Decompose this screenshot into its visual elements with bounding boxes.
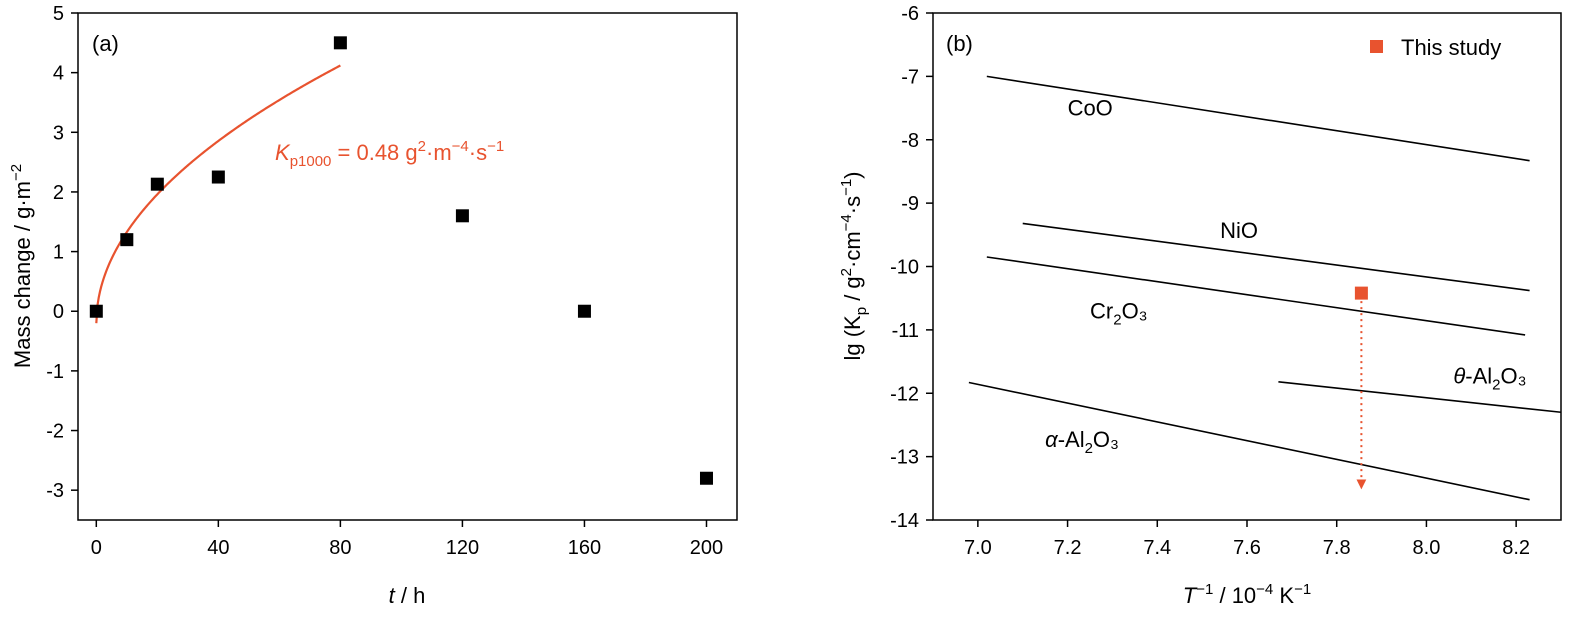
chart-b-grid-ticks: 7.0 7.2 7.4 7.6 7.8 8.0 8.2 -14 -13 -12 -11 -10 -9 -8…: [890, 3, 1530, 559]
chart-b-legend: This study: [1370, 35, 1501, 60]
chart-a-grid-ticks: 0 40 80 120 160 200 -3 -2 -1 0 1 2 3 4 5: [46, 3, 723, 559]
chart-b-x-tick-label: 7.4: [1143, 537, 1171, 559]
chart-a-point: [120, 233, 134, 247]
chart-a-frame: [77, 12, 738, 521]
chart-b-series-label: θ-Al2O₃: [1453, 364, 1526, 394]
chart-b-series: CoO NiO Cr2O₃ θ-Al2O₃ α-Al2O₃: [968, 75, 1562, 501]
chart-b-series-label: NiO: [1220, 218, 1258, 243]
chart-b-x-tick-label: 7.8: [1323, 537, 1351, 559]
chart-a-x-tick-label: 200: [690, 537, 723, 559]
chart-b-series-label: CoO: [1068, 96, 1113, 121]
chart-b-series-line: [968, 381, 1530, 501]
chart-a-y-tick-label: 3: [53, 122, 64, 144]
chart-b-study-point: [1354, 286, 1368, 300]
chart-b-y-tick-label: -8: [901, 130, 919, 152]
chart-a-y-axis-label: Mass change / g·m−2: [8, 164, 35, 368]
chart-b-panel-label: (b): [946, 31, 973, 56]
chart-b-x-tick-label: 8.0: [1413, 537, 1441, 559]
chart-b-y-axis-label: lg (Kp / g2·cm−4·s−1): [838, 171, 870, 360]
chart-a-x-tick-label: 160: [568, 537, 601, 559]
chart-b-x-tick-label: 7.2: [1054, 537, 1082, 559]
chart-a-fit-curve: [95, 64, 341, 324]
chart-a-panel-label: (a): [92, 31, 119, 56]
chart-a-points: [89, 36, 713, 485]
chart-b-y-tick-label: -10: [890, 257, 919, 279]
chart-a-x-axis-label: t / h: [389, 583, 426, 608]
chart-a-annotation: Kp1000 = 0.48 g2·m−4·s−1: [275, 138, 504, 170]
chart-a-point: [577, 304, 591, 318]
chart-a-x-tick-label: 80: [329, 537, 351, 559]
chart-a-y-tick-label: -3: [46, 480, 64, 502]
chart-a-x-tick-label: 40: [207, 537, 229, 559]
chart-b-series-line: [986, 75, 1530, 162]
chart-a-y-tick-label: 2: [53, 182, 64, 204]
chart-b-series-label: α-Al2O₃: [1045, 427, 1119, 457]
chart-a-y-tick-label: 0: [53, 301, 64, 323]
chart-a-y-tick-label: -1: [46, 361, 64, 383]
chart-b-x-tick-label: 7.0: [964, 537, 992, 559]
chart-a-point: [699, 471, 713, 485]
chart-b-y-tick-label: -12: [890, 383, 919, 405]
chart-b-x-tick-label: 7.6: [1233, 537, 1261, 559]
chart-b-frame: [932, 12, 1562, 521]
chart-a-point: [150, 177, 164, 191]
chart-a-x-tick-label: 0: [91, 537, 102, 559]
chart-b-series-line: [986, 256, 1526, 336]
chart-a-y-tick-label: 5: [53, 3, 64, 25]
chart-a-y-tick-label: -2: [46, 421, 64, 443]
chart-b-series-line: [1278, 381, 1562, 414]
legend-label: This study: [1401, 35, 1501, 60]
chart-a-point: [89, 304, 103, 318]
chart-a-x-tick-label: 120: [446, 537, 479, 559]
chart-b-y-tick-label: -6: [901, 3, 919, 25]
chart-a-y-tick-label: 1: [53, 242, 64, 264]
legend-marker: [1370, 40, 1383, 53]
chart-a: 0 40 80 120 160 200 -3 -2 -1 0 1 2 3 4 5 (a) Kp1000 = …: [8, 3, 738, 608]
chart-b-series-line: [1022, 222, 1530, 292]
chart-b-y-tick-label: -11: [892, 320, 919, 342]
chart-b-series-label: Cr2O₃: [1090, 298, 1148, 328]
chart-b-y-tick-label: -7: [901, 66, 919, 88]
chart-b-x-axis-label: T−1 / 10−4 K−1: [1183, 581, 1311, 608]
chart-a-point: [211, 170, 225, 184]
chart-b-y-tick-label: -14: [890, 510, 919, 532]
chart-a-y-tick-label: 4: [53, 63, 64, 85]
chart-a-point: [333, 36, 347, 50]
chart-b: 7.0 7.2 7.4 7.6 7.8 8.0 8.2 -14 -13 -12 -11 -10 -9 -8…: [838, 3, 1562, 608]
chart-b-y-tick-label: -13: [890, 447, 919, 469]
chart-b-y-tick-label: -9: [901, 193, 919, 215]
chart-a-point: [455, 209, 469, 223]
chart-b-x-tick-label: 8.2: [1502, 537, 1530, 559]
